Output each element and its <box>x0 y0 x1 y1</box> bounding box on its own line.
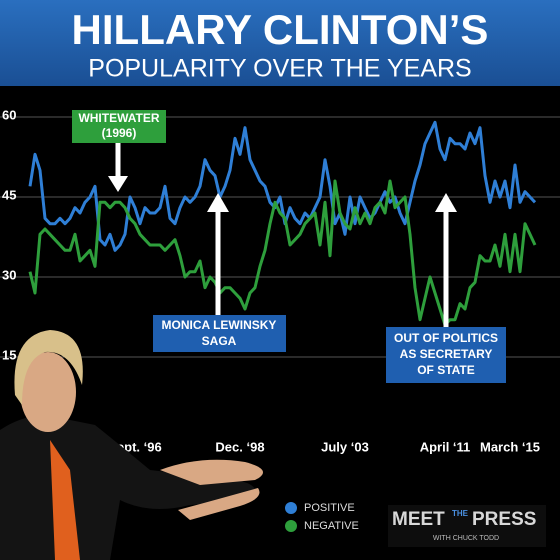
logo-subtext: WITH CHUCK TODD <box>433 535 499 542</box>
photo <box>0 330 263 560</box>
y-tick-label: 60 <box>2 107 16 122</box>
annotation-text: OF STATE <box>417 363 475 377</box>
series-line <box>28 120 537 252</box>
header <box>0 0 560 86</box>
y-tick-label: 15 <box>2 347 16 362</box>
x-tick-label: March ‘15 <box>480 439 540 454</box>
annotation-text: AS SECRETARY <box>400 347 493 361</box>
legend: POSITIVE NEGATIVE <box>285 502 359 532</box>
arrow-head <box>108 176 128 192</box>
face <box>20 352 76 432</box>
annotations: WHITEWATER (1996) MONICA LEWINSKY SAGA O… <box>72 110 506 383</box>
hand <box>160 459 263 485</box>
annotation-text: OUT OF POLITICS <box>394 331 498 345</box>
annotation-box <box>153 315 286 352</box>
annotation-text: SAGA <box>202 334 237 348</box>
annotation-text: WHITEWATER <box>78 111 159 125</box>
series-line <box>28 179 537 327</box>
hair <box>14 330 83 405</box>
y-tick-label: 30 <box>2 267 16 282</box>
legend-label: POSITIVE <box>304 502 355 514</box>
legend-marker <box>285 520 297 532</box>
annotation-box <box>386 327 506 383</box>
legend-label: NEGATIVE <box>304 520 359 532</box>
logo-text: THE <box>452 509 469 518</box>
arrow-head <box>435 193 457 212</box>
logo-text: PRESS <box>472 509 536 530</box>
annotation-text: (1996) <box>102 126 137 140</box>
arrow-head <box>207 193 229 212</box>
annotation-box <box>72 110 166 143</box>
logo-text: MEET <box>392 509 445 530</box>
hand <box>178 488 260 520</box>
y-tick-label: 45 <box>2 187 16 202</box>
x-tick-label: April ‘11 <box>420 439 471 454</box>
x-tick-label: July ‘03 <box>321 439 369 454</box>
blouse <box>50 440 80 560</box>
logo-box <box>388 505 546 547</box>
annotation-text: MONICA LEWINSKY <box>162 318 277 332</box>
chart-title: HILLARY CLINTON’S <box>72 6 489 53</box>
logo: MEET THE PRESS WITH CHUCK TODD <box>388 505 546 547</box>
legend-marker <box>285 502 297 514</box>
x-tick-label: Dec. ‘98 <box>215 439 264 454</box>
chart-subtitle: POPULARITY OVER THE YEARS <box>88 55 471 83</box>
